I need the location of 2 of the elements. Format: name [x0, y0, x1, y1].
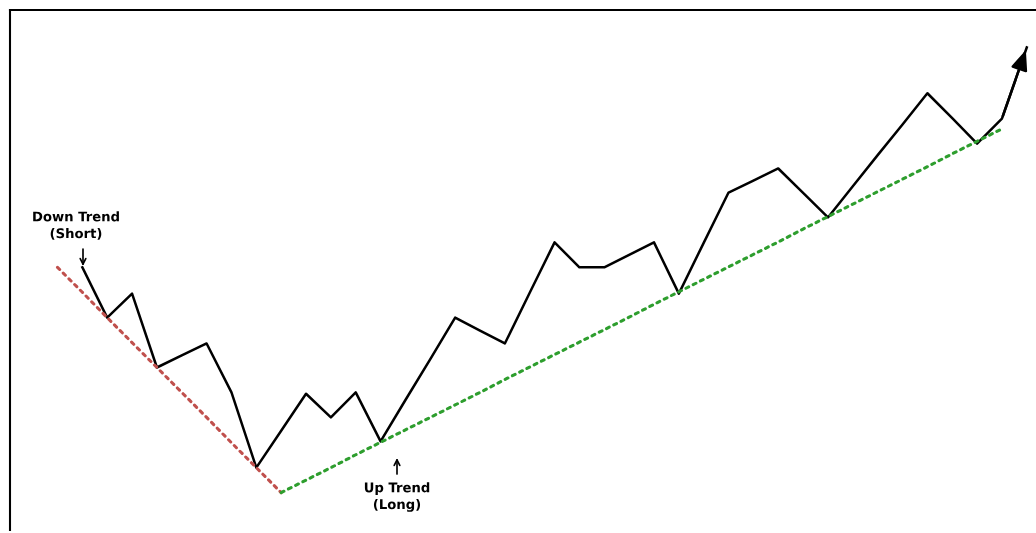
annotation: Up Trend (Long) — [364, 482, 430, 512]
annotation: Down Trend (Short) — [33, 211, 119, 240]
